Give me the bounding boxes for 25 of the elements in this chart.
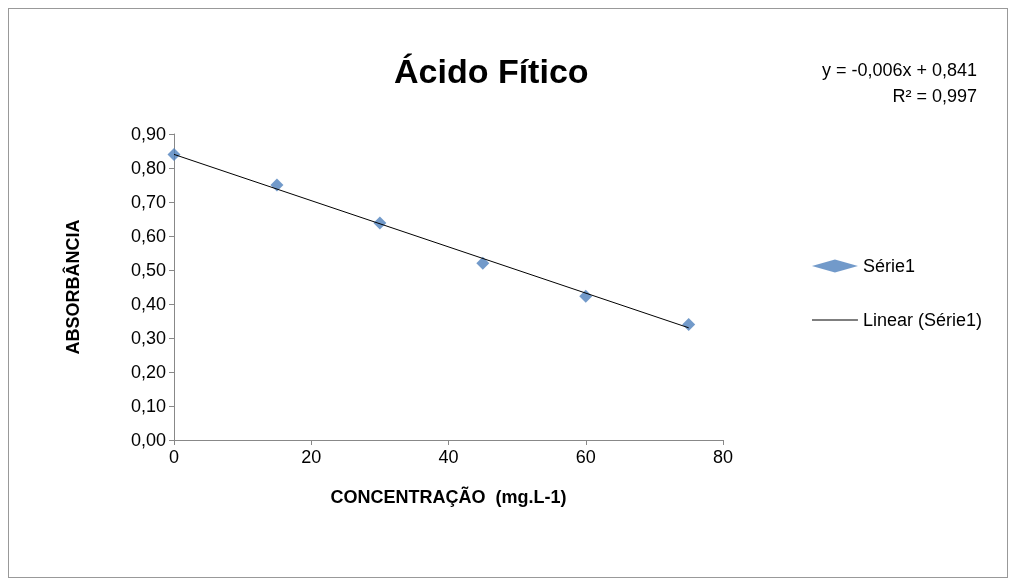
legend-label: Linear (Série1) (862, 310, 983, 330)
point (167, 147, 181, 161)
y-tick-label: 0,20 (130, 362, 166, 382)
y-tick-label: 0,70 (130, 192, 166, 212)
x-tick-label: 80 (712, 447, 734, 467)
y-tick-label: 0,40 (130, 294, 166, 314)
y-tick-label: 0,60 (130, 226, 166, 246)
y-tick-label: 0,00 (130, 430, 166, 450)
legend-label: Série1 (862, 256, 915, 276)
y-tick-label: 0,50 (130, 260, 166, 280)
y-tick-label: 0,30 (130, 328, 166, 348)
x-tick-label: 20 (301, 447, 322, 467)
text: R² = 0,997 (892, 86, 978, 106)
y-axis-title: ABSORBÂNCIA (62, 219, 83, 355)
y-tick-label: 0,90 (130, 124, 166, 144)
y-tick-label: 0,10 (130, 396, 166, 416)
x-tick-label: 60 (575, 447, 596, 467)
chart-title: Ácido Fítico (394, 52, 589, 90)
point (476, 256, 490, 270)
x-axis-title: CONCENTRAÇÃO (mg.L-1) (330, 486, 567, 507)
x-tick-label: 40 (438, 447, 459, 467)
x-tick-label: 0 (168, 447, 180, 467)
y-tick-label: 0,80 (130, 158, 166, 178)
point (682, 317, 696, 331)
text: y = -0,006x + 0,841 (821, 60, 977, 80)
